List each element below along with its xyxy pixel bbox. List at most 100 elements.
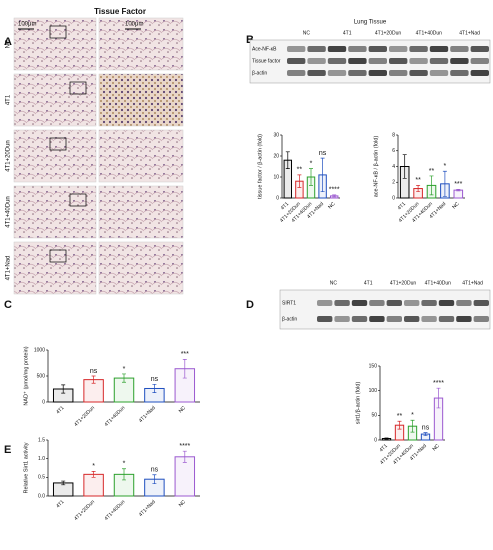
y-axis-label: tissue factor / β-actin (fold) xyxy=(257,134,263,199)
bar xyxy=(453,189,464,199)
blot-band xyxy=(307,46,326,52)
micrograph-zoom xyxy=(98,129,184,183)
significance: ns xyxy=(319,150,327,157)
blot-band xyxy=(450,58,469,64)
significance: * xyxy=(123,461,126,468)
zoom-box xyxy=(69,193,87,207)
x-tick-label: 4T1 xyxy=(379,443,389,453)
blot-band xyxy=(470,70,489,76)
y-axis-label: ace-NF-κB / β-actin (fold) xyxy=(373,136,379,198)
row-label: 4T1+20Dun xyxy=(6,140,12,172)
micrograph xyxy=(13,73,97,127)
blot-band xyxy=(368,46,387,52)
error-bar xyxy=(152,383,157,393)
blot-band xyxy=(389,46,408,52)
micrograph-zoom xyxy=(98,185,184,239)
lane-label: 4T1+Nad xyxy=(459,30,480,36)
y-tick-label: 500 xyxy=(37,373,46,379)
blot-band xyxy=(456,316,472,322)
micrograph xyxy=(13,185,97,239)
x-tick-label: 4T1+20Dun xyxy=(73,499,96,522)
micrograph-zoom xyxy=(98,241,184,295)
error-bar xyxy=(402,154,407,179)
x-tick-label: NC xyxy=(451,201,461,211)
significance: ** xyxy=(415,177,421,184)
panel-label: D xyxy=(246,299,254,311)
significance: ns xyxy=(151,376,159,383)
error-bar xyxy=(182,450,187,463)
blot-row-label: Tissue factor xyxy=(252,58,281,64)
error-bar xyxy=(416,185,421,193)
error-bar xyxy=(285,151,290,169)
blot-band xyxy=(429,58,449,64)
row-label: 4T1+40Dun xyxy=(6,196,12,228)
error-bar xyxy=(122,468,126,481)
row-label: 4T1 xyxy=(6,94,12,105)
error-bar xyxy=(429,175,434,196)
blot-row-label: β-actin xyxy=(282,316,297,322)
x-tick-label: NC xyxy=(178,405,188,415)
significance: ** xyxy=(397,413,403,420)
significance: * xyxy=(123,366,126,373)
blot-band xyxy=(386,300,402,306)
y-tick-label: 0.5 xyxy=(38,475,45,481)
blot-band xyxy=(421,300,437,306)
significance: * xyxy=(92,463,95,470)
blot-band xyxy=(404,316,420,322)
y-axis-label: NAD⁺ (pmol/mg protein) xyxy=(22,346,29,405)
blot-frame xyxy=(279,289,491,330)
blot-band xyxy=(456,300,472,306)
micrograph xyxy=(13,129,97,183)
lane-label: 4T1 xyxy=(343,30,352,36)
error-bar xyxy=(91,375,96,384)
panel-label: A xyxy=(4,36,12,48)
error-bar xyxy=(61,384,66,394)
blot-band xyxy=(369,316,385,322)
scale-bar-label: 100μm xyxy=(18,22,36,28)
error-bar xyxy=(122,373,126,383)
error-bar xyxy=(182,359,187,379)
lane-label: 4T1+20Dun xyxy=(375,30,401,36)
zoom-box xyxy=(49,249,67,263)
significance: ** xyxy=(297,167,303,174)
error-bar xyxy=(61,480,66,486)
x-tick-label: NC xyxy=(178,499,188,509)
error-bar xyxy=(423,432,428,436)
lane-label: 4T1 xyxy=(364,280,373,286)
y-tick-label: 1.5 xyxy=(38,437,45,443)
micrograph-zoom xyxy=(98,17,184,71)
y-tick-label: 150 xyxy=(369,363,378,369)
blot-band xyxy=(327,70,347,76)
panel-label: C xyxy=(4,299,12,311)
blot-band xyxy=(409,70,428,76)
x-tick-label: NC xyxy=(431,443,441,453)
y-tick-label: 100 xyxy=(369,388,378,394)
blot-band xyxy=(473,300,489,306)
y-tick-label: 8 xyxy=(392,132,395,138)
lane-label: 4T1+40Dun xyxy=(425,280,451,286)
error-bar xyxy=(410,419,415,433)
blot-band xyxy=(287,58,306,64)
blot-band xyxy=(317,300,333,306)
blot-band xyxy=(438,316,455,322)
significance: *** xyxy=(454,181,462,188)
blot-band xyxy=(473,316,489,322)
significance: ns xyxy=(151,467,159,474)
blot-band xyxy=(287,70,306,76)
blot-band xyxy=(287,46,306,52)
blot-band xyxy=(450,46,469,52)
error-bar xyxy=(297,174,302,188)
blot-band xyxy=(450,70,469,76)
blot-band xyxy=(429,46,449,52)
y-tick-label: 6 xyxy=(392,148,395,154)
blot-band xyxy=(348,46,367,52)
blot-band xyxy=(386,316,402,322)
error-bar xyxy=(384,437,389,440)
micrograph xyxy=(13,17,97,71)
error-bar xyxy=(91,471,96,478)
x-tick-label: 4T1+40Dun xyxy=(104,499,127,522)
y-tick-label: 0 xyxy=(392,195,395,201)
lane-label: 4T1+20Dun xyxy=(390,280,416,286)
error-bar xyxy=(309,168,313,186)
